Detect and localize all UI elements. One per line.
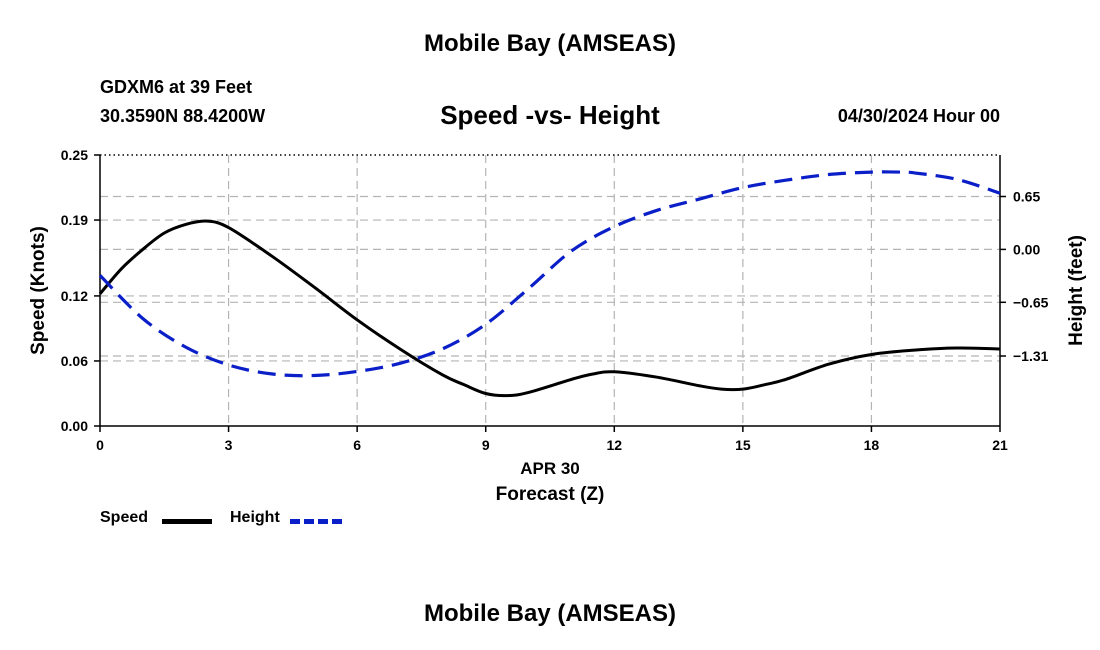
x-tick-label: 18 xyxy=(864,437,880,453)
chart-title: Speed -vs- Height xyxy=(440,100,660,130)
y-left-tick-label: 0.12 xyxy=(61,288,88,304)
station-label: GDXM6 at 39 Feet xyxy=(100,77,253,97)
x-tick-label: 12 xyxy=(606,437,622,453)
x-tick-label: 21 xyxy=(992,437,1008,453)
y-left-tick-label: 0.25 xyxy=(61,147,88,163)
coordinates-label: 30.3590N 88.4200W xyxy=(100,106,266,126)
x-tick-label: 15 xyxy=(735,437,751,453)
y-right-axis-label: Height (feet) xyxy=(1066,235,1087,346)
y-right-tick-label: −0.65 xyxy=(1013,294,1049,310)
x-tick-label: 0 xyxy=(96,437,104,453)
y-right-tick-label: −1.31 xyxy=(1013,348,1049,364)
y-left-tick-label: 0.06 xyxy=(61,353,88,369)
legend-height-label: Height xyxy=(230,509,280,526)
x-axis-label: Forecast (Z) xyxy=(496,484,605,505)
x-tick-label: 6 xyxy=(353,437,361,453)
legend-speed-swatch xyxy=(162,519,212,524)
y-right-tick-label: 0.65 xyxy=(1013,189,1040,205)
legend-speed-label: Speed xyxy=(100,509,149,526)
x-axis-date-label: APR 30 xyxy=(520,459,580,478)
y-left-axis-label: Speed (Knots) xyxy=(28,226,49,355)
top-title: Mobile Bay (AMSEAS) xyxy=(423,30,677,57)
x-tick-label: 3 xyxy=(225,437,233,453)
x-tick-label: 9 xyxy=(482,437,490,453)
y-left-tick-label: 0.19 xyxy=(61,212,88,228)
legend-height-swatch xyxy=(290,519,342,524)
forecast-datetime: 04/30/2024 Hour 00 xyxy=(837,106,1000,126)
bottom-title: Mobile Bay (AMSEAS) xyxy=(423,600,677,627)
series-line-height xyxy=(98,170,1001,378)
series-line-speed xyxy=(98,219,1001,398)
y-right-tick-label: 0.00 xyxy=(1013,241,1040,257)
y-left-tick-label: 0.00 xyxy=(61,418,88,434)
